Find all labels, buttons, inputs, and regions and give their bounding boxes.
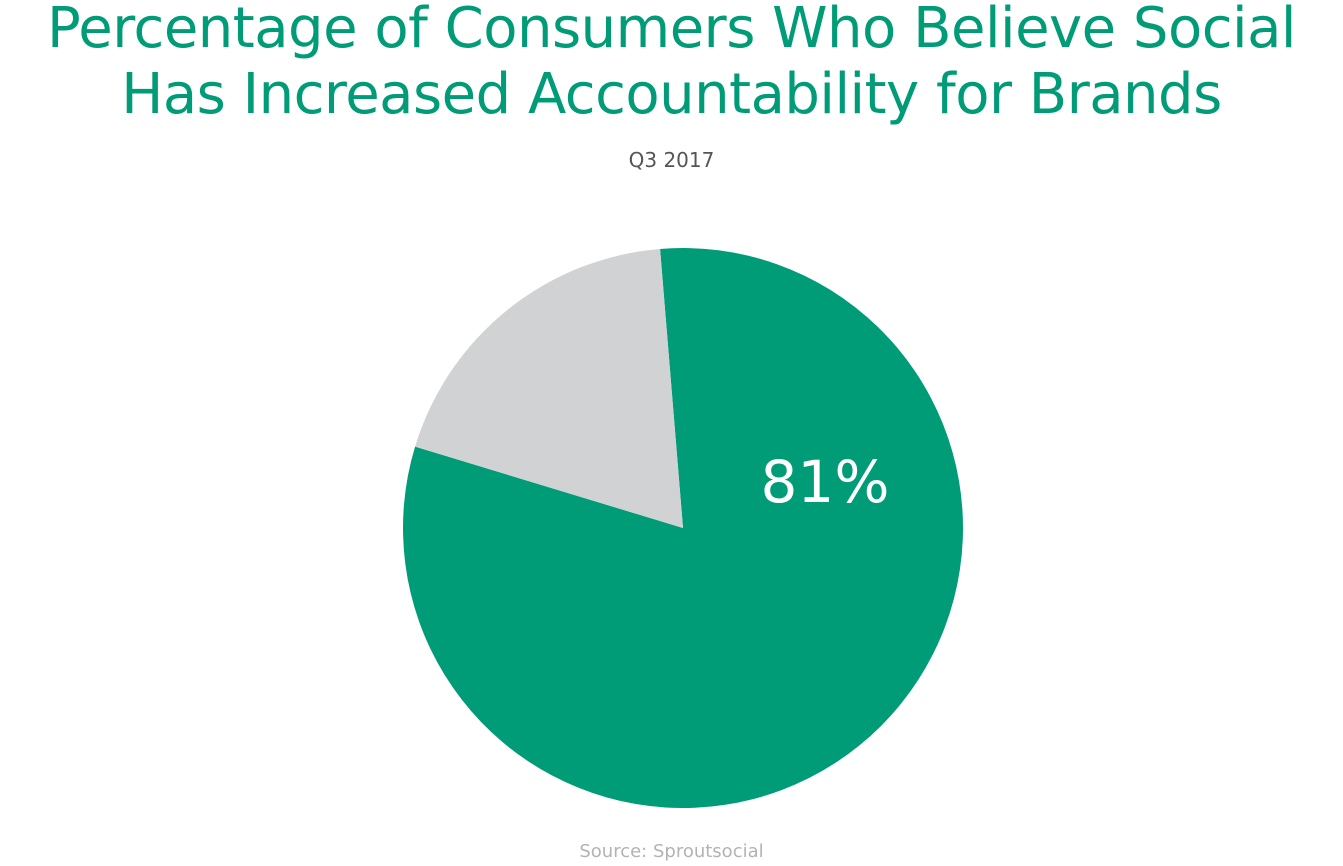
source-note: Source: Sproutsocial <box>579 841 764 862</box>
chart-title-line-1: Percentage of Consumers Who Believe Soci… <box>47 0 1296 61</box>
chart-title-line-2: Has Increased Accountability for Brands <box>121 62 1222 127</box>
pie-slice-label-0: 81% <box>761 448 890 516</box>
chart-title: Percentage of Consumers Who Believe Soci… <box>0 0 1343 128</box>
pie-slice-1 <box>415 248 683 528</box>
chart-subtitle: Q3 2017 <box>628 148 715 172</box>
